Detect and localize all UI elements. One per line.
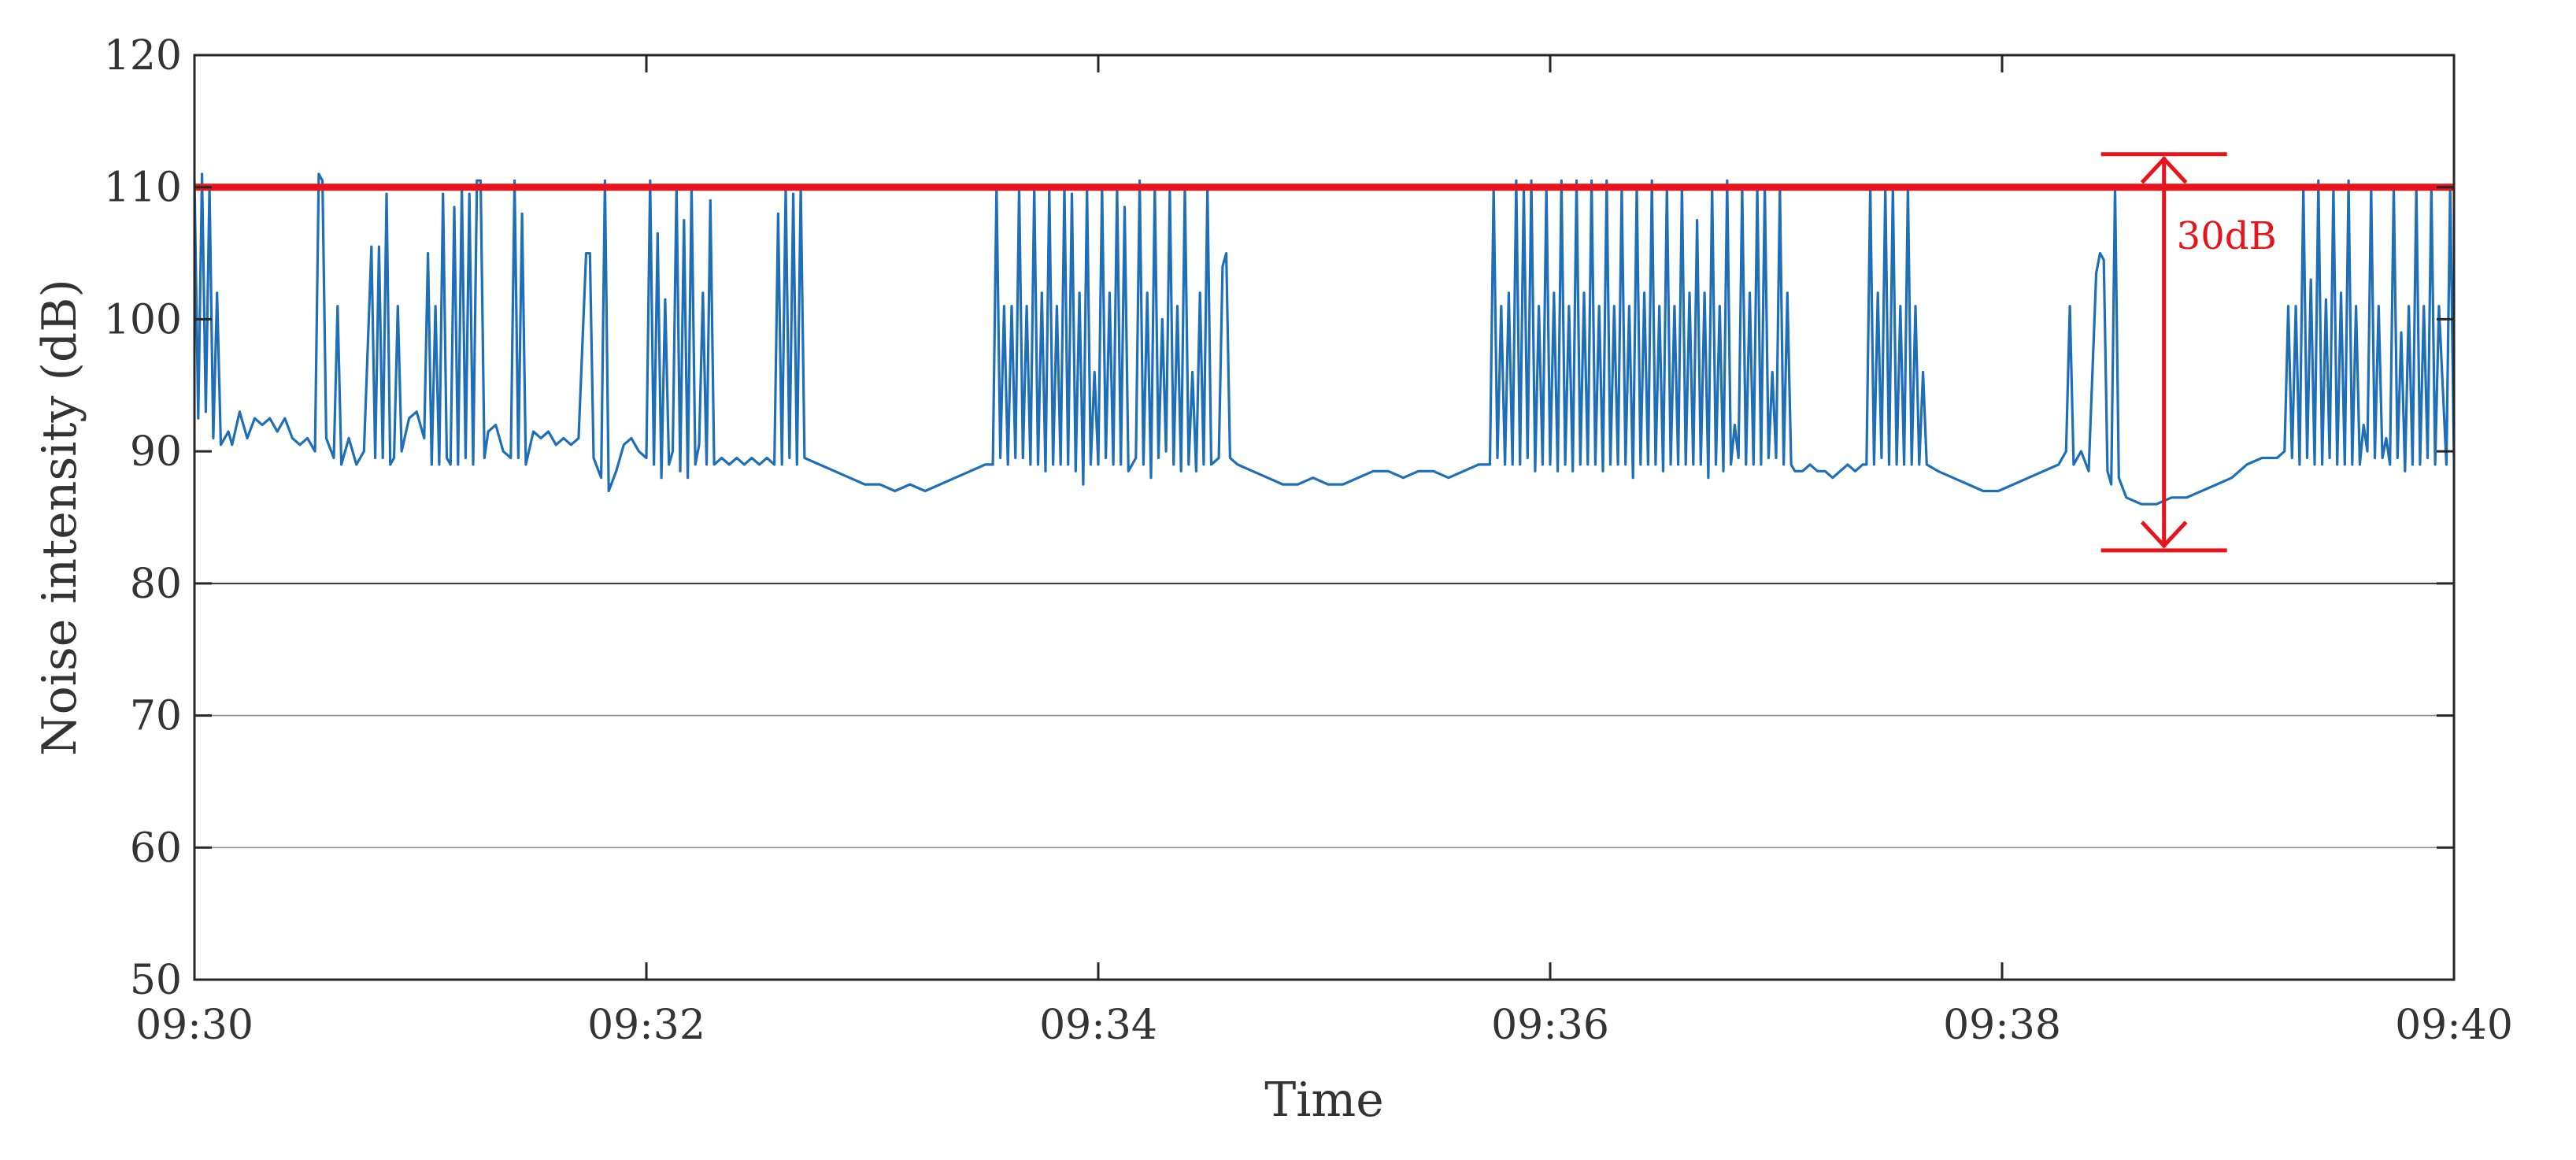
y-tick-label-120: 120 xyxy=(104,32,182,80)
x-tick-label-09:34: 09:34 xyxy=(1039,1002,1157,1049)
x-tick-label-09:38: 09:38 xyxy=(1943,1002,2061,1049)
axis-ticks: 50 60 70 80 90 100 110 120 09:30 09:32 09:34 09:36 0… xyxy=(104,32,2513,1049)
annotation-arrow-down xyxy=(2140,521,2188,549)
y-tick-label-60: 60 xyxy=(130,825,182,872)
x-axis-title: Time xyxy=(1264,1073,1384,1128)
y-tick-label-50: 50 xyxy=(130,957,182,1004)
y-tick-label-110: 110 xyxy=(104,165,182,212)
y-tick-label-90: 90 xyxy=(130,428,182,476)
y-tick-label-70: 70 xyxy=(130,693,182,740)
noise-series-line xyxy=(193,172,2456,506)
x-tick-label-09:30: 09:30 xyxy=(135,1002,254,1049)
plot-data xyxy=(193,172,2456,506)
annotation-label: 30dB xyxy=(2177,214,2277,258)
annotation-arrow-up xyxy=(2140,156,2188,184)
y-tick-label-100: 100 xyxy=(104,296,182,343)
x-tick-label-09:32: 09:32 xyxy=(587,1002,705,1049)
y-axis-title: Noise intensity (dB) xyxy=(32,279,87,756)
y-tick-label-80: 80 xyxy=(130,561,182,608)
range-annotation: 30dB xyxy=(2100,152,2277,553)
x-tick-label-09:40: 09:40 xyxy=(2395,1002,2513,1049)
x-tick-label-09:36: 09:36 xyxy=(1491,1002,1609,1049)
plot-frame xyxy=(193,54,2456,981)
grid-lines xyxy=(194,582,2454,849)
